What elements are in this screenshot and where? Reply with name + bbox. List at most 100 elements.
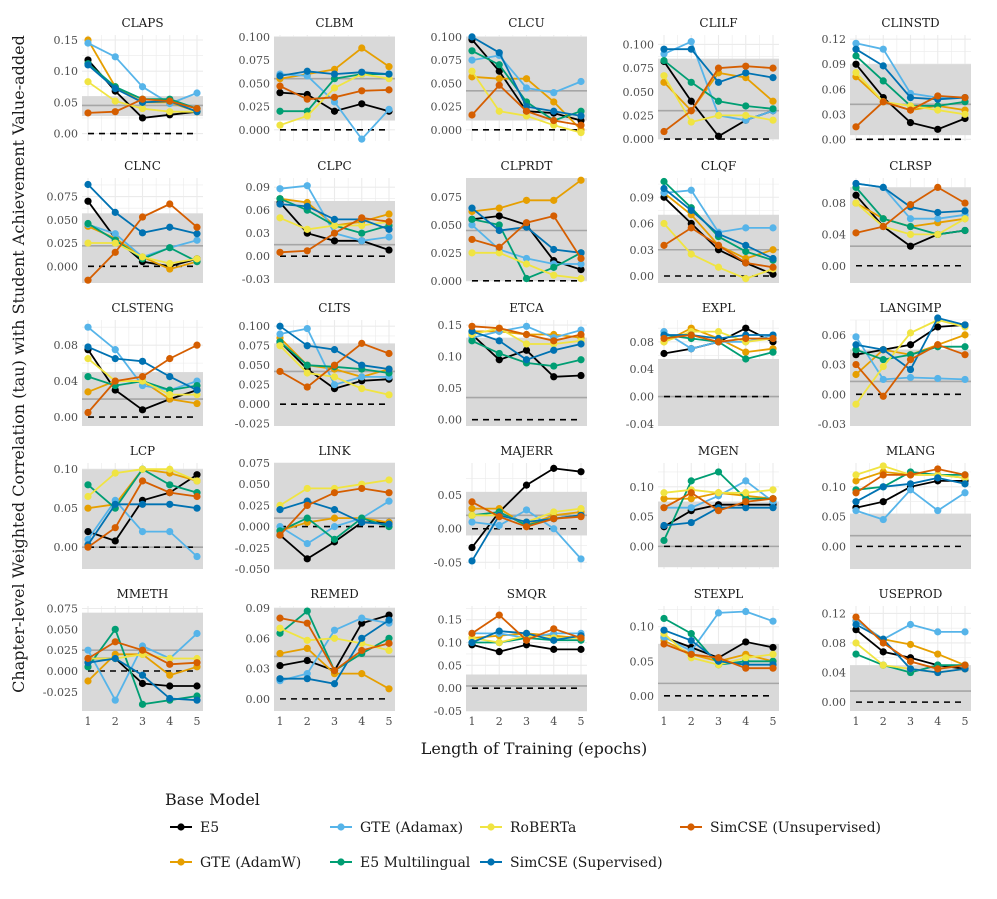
y-tick-label: -0.04 <box>626 418 654 431</box>
data-point <box>385 646 393 655</box>
series-simcse-unsupervised <box>276 339 393 391</box>
series-simcse-unsupervised <box>276 214 393 256</box>
panel-lcp: LCP 0.00 0.05 0.10 <box>54 444 203 569</box>
series-simcse-supervised <box>852 179 969 217</box>
data-point <box>84 323 92 331</box>
data-point <box>660 56 668 65</box>
legend-item-roberta: RoBERTa <box>480 820 576 836</box>
data-point <box>303 342 311 350</box>
data-point <box>742 654 750 662</box>
data-point <box>84 197 92 205</box>
x-axis-title: Length of Training (epochs) <box>421 739 647 758</box>
data-point <box>385 365 393 373</box>
y-tick-label: 0.08 <box>54 339 79 352</box>
data-point <box>468 235 476 244</box>
legend-swatch-point <box>687 823 695 831</box>
data-point <box>358 518 366 526</box>
data-point <box>687 78 695 86</box>
series-simcse-unsupervised <box>660 489 777 515</box>
data-point <box>385 616 393 624</box>
data-point <box>879 498 887 506</box>
data-point <box>961 480 969 488</box>
data-point <box>742 275 750 283</box>
y-tick-label: 0.09 <box>246 181 271 194</box>
y-tick-label: 0.03 <box>246 663 271 676</box>
data-point <box>742 664 750 672</box>
data-point <box>330 506 339 514</box>
data-point <box>577 77 585 86</box>
data-point <box>714 241 723 249</box>
data-point <box>879 362 887 371</box>
data-point <box>660 177 668 186</box>
data-point <box>522 346 531 354</box>
x-tick-label: 5 <box>770 715 777 728</box>
x-tick-label: 1 <box>85 715 92 728</box>
data-point <box>166 108 174 116</box>
data-point <box>852 639 860 647</box>
data-point <box>111 85 119 93</box>
series-roberta <box>276 624 393 655</box>
data-point <box>550 212 558 220</box>
data-point <box>660 521 668 530</box>
data-point <box>495 221 503 229</box>
panel-clsteng: CLSTENG 0.00 0.04 0.08 <box>54 301 203 426</box>
data-point <box>714 338 723 346</box>
data-point <box>166 200 174 208</box>
data-point <box>166 259 174 268</box>
data-point <box>852 370 860 379</box>
data-point <box>330 489 339 497</box>
x-tick-label: 2 <box>496 715 503 728</box>
data-point <box>193 399 201 408</box>
data-point <box>742 111 750 120</box>
data-point <box>906 329 915 337</box>
panel-stexpl: STEXPL 0.00 0.05 0.10 1 2 3 4 5 <box>630 587 779 728</box>
data-point <box>276 248 284 256</box>
y-tick-label: 0.025 <box>239 379 271 392</box>
panel-etca: ETCA 0.00 0.05 0.10 0.15 <box>438 301 587 427</box>
panel-langimp: LANGIMP -0.03 0.00 0.03 0.06 <box>818 301 971 431</box>
data-point <box>852 45 860 53</box>
legend-label: E5 Multilingual <box>360 855 471 871</box>
data-point <box>303 539 311 548</box>
data-point <box>879 639 887 647</box>
data-point <box>303 247 311 255</box>
panel-title: MMETH <box>117 587 169 601</box>
panel-smqr: SMQR -0.05 0.00 0.05 0.10 0.15 1 2 3 4 5 <box>434 587 587 728</box>
y-tick-label: 0.06 <box>822 83 847 96</box>
data-point <box>687 206 695 214</box>
data-point <box>522 254 531 263</box>
y-tick-label: 0.00 <box>438 682 463 695</box>
data-point <box>714 78 723 86</box>
data-point <box>742 334 750 343</box>
data-point <box>193 236 201 244</box>
x-tick-label: 1 <box>661 715 668 728</box>
data-point <box>687 107 695 115</box>
y-tick-label: 0.06 <box>246 204 271 217</box>
data-point <box>330 93 339 101</box>
data-point <box>276 121 284 129</box>
legend-label: GTE (Adamax) <box>360 820 463 836</box>
data-point <box>193 386 201 394</box>
data-point <box>550 245 558 254</box>
data-point <box>495 521 503 529</box>
panel-clrsp: CLRSP 0.00 0.04 0.08 <box>822 159 971 283</box>
data-point <box>358 100 366 108</box>
data-point <box>660 504 668 512</box>
data-point <box>714 507 723 515</box>
x-tick-label: 5 <box>386 715 393 728</box>
data-point <box>84 180 92 189</box>
data-point <box>330 626 339 634</box>
legend-label: GTE (AdamW) <box>200 855 301 871</box>
data-point <box>193 552 201 561</box>
panel-useprod: USEPROD 0.00 0.04 0.08 0.12 1 2 3 4 5 <box>822 587 971 728</box>
x-tick-label: 3 <box>331 715 338 728</box>
data-point <box>276 629 284 637</box>
data-point <box>577 634 585 642</box>
data-point <box>906 93 915 102</box>
data-point <box>385 685 393 693</box>
data-point <box>166 265 174 273</box>
series-roberta <box>84 239 201 268</box>
series-simcse-unsupervised <box>852 183 969 237</box>
y-tick-label: 0.075 <box>47 191 79 204</box>
x-tick-label: 1 <box>469 715 476 728</box>
